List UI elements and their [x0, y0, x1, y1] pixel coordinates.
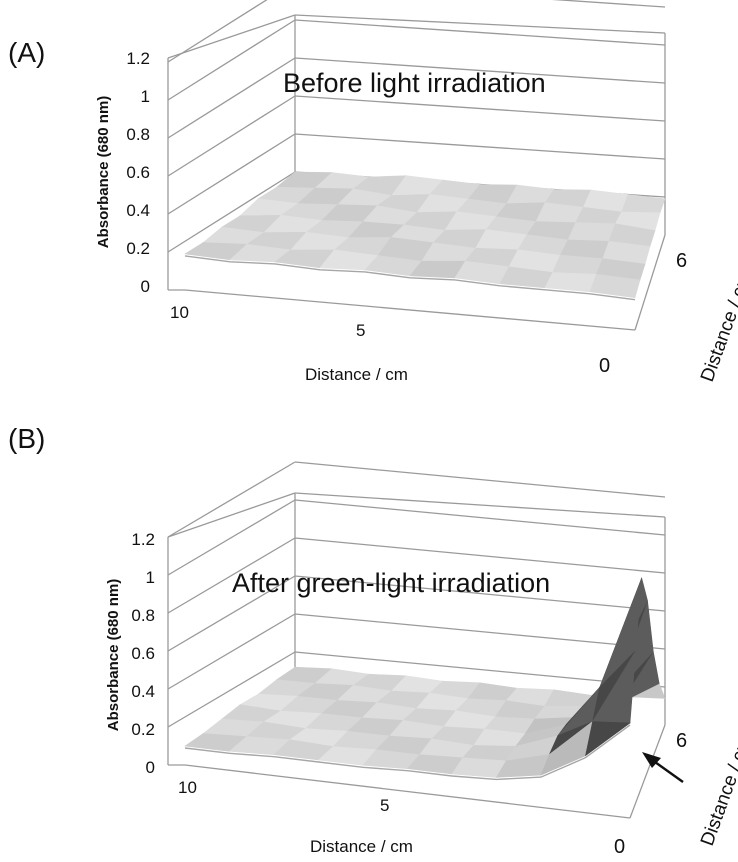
gridline-side-b [167, 651, 296, 728]
arrow-shaft [654, 761, 684, 783]
gridline-side-a [167, 171, 296, 253]
surface-facet-a [319, 249, 367, 271]
depth-tick: 0 [614, 836, 625, 857]
y-tick: 0.8 [126, 125, 150, 144]
panel-b: (B) 0 0.2 0.4 0.6 0.8 1 1.2 Absorbance (… [8, 423, 738, 858]
gridline-side-a [167, 19, 296, 101]
annotation-arrow [642, 752, 684, 783]
surface-facet-a [544, 272, 591, 293]
gridline-back-b [294, 575, 666, 612]
surface-facet-b [228, 736, 276, 756]
y-tick: 0.6 [131, 644, 155, 663]
surface-underside-a [184, 255, 636, 301]
x-axis-label-a: Distance / cm [305, 365, 408, 384]
y-tick: 0 [141, 277, 150, 296]
gridline-back-b [294, 613, 666, 650]
y-tick: 0.4 [126, 201, 150, 220]
y-axis-label-a: Absorbance (680 nm) [95, 96, 112, 249]
surface-facet-a [229, 243, 277, 263]
top-depth-edge-a [167, 14, 296, 59]
surface-facet-a [274, 249, 321, 269]
top-depth-edge-b [167, 492, 296, 538]
surface-facet-a [589, 273, 636, 298]
y-ticks-b: 0 0.2 0.4 0.6 0.8 1 1.2 [131, 530, 155, 777]
y-axis-label-b: Absorbance (680 nm) [105, 579, 122, 732]
panel-label-b: (B) [8, 423, 45, 454]
gridline-back-a [294, 133, 666, 160]
x-tick: 5 [380, 796, 389, 815]
surface-facet-b [451, 757, 497, 778]
y-tick: 0 [146, 758, 155, 777]
gridline-side-a [167, 0, 268, 63]
gridline-side-b [167, 575, 296, 652]
surface-facet-b [495, 760, 542, 778]
gridline-back-a [294, 57, 666, 84]
gridline-side-a [167, 57, 296, 139]
gridline-side-b [167, 537, 296, 614]
surface-facet-b [540, 754, 586, 776]
top-back-edge-a [294, 14, 666, 34]
y-tick: 1.2 [131, 530, 155, 549]
surface-facet-a [454, 260, 501, 285]
depth-tick: 0 [599, 355, 610, 377]
panel-a: (A) 0 0.2 0.4 0.6 0.8 1 1.2 Absorbance (… [8, 0, 738, 385]
gridline-back-b [294, 537, 666, 574]
gridline-side-b [167, 613, 296, 690]
gridline-back-a [294, 19, 666, 46]
base-right-depth-edge-b [629, 724, 666, 819]
base-front-edge-a [184, 289, 636, 331]
surface-facet-b [317, 746, 364, 766]
gridline-back-b [294, 499, 666, 536]
x-tick: 10 [170, 303, 189, 322]
y-tick: 0.4 [131, 682, 155, 701]
y-tick: 1 [141, 87, 150, 106]
depth-tick: 6 [676, 250, 687, 272]
panel-label-a: (A) [8, 37, 45, 68]
base-front-edge-b [184, 764, 631, 819]
surface-facet-a [499, 266, 546, 289]
y-tick: 1 [146, 568, 155, 587]
back-walls-a [167, 14, 666, 331]
surface-facet-a [364, 255, 411, 277]
top-back-edge-b [294, 492, 666, 518]
surface-a [184, 171, 666, 301]
gridline-side-a [167, 95, 296, 177]
surface-facet-b [273, 739, 319, 761]
y-tick: 0.2 [126, 239, 150, 258]
depth-axis-label-a: Distance / cm [697, 269, 738, 384]
gridline-side-b [167, 499, 296, 576]
y-tick: 0.2 [131, 720, 155, 739]
y-ticks-a: 0 0.2 0.4 0.6 0.8 1 1.2 [126, 49, 150, 296]
surface-facet-b [406, 754, 453, 775]
x-tick: 10 [178, 778, 197, 797]
surface-facet-b [184, 733, 230, 752]
y-tick: 0.6 [126, 163, 150, 182]
y-tick: 1.2 [126, 49, 150, 68]
surface-facet-b [362, 749, 408, 769]
surface-facet-a [409, 260, 456, 279]
chart-title-a: Before light irradiation [283, 68, 546, 98]
surface-facet-b [585, 721, 631, 757]
y-tick: 0.8 [131, 606, 155, 625]
gridline-back-b [294, 461, 666, 498]
depth-axis-label-b: Distance / cm [697, 733, 738, 848]
gridline-back-a [551, 0, 666, 8]
arrow-head [642, 752, 661, 768]
depth-tick: 6 [676, 730, 687, 752]
x-axis-label-b: Distance / cm [310, 837, 413, 856]
surface-b [184, 576, 666, 781]
gridline-side-b [167, 461, 296, 538]
chart-title-b: After green-light irradiation [232, 568, 550, 598]
gridline-side-a [167, 133, 296, 215]
surface-underside-b [184, 724, 631, 781]
gridline-back-a [294, 95, 666, 122]
base-right-depth-edge-a [634, 234, 666, 331]
gridlines-b [167, 461, 666, 728]
x-tick: 5 [356, 321, 365, 340]
surface-facet-a [184, 242, 231, 261]
